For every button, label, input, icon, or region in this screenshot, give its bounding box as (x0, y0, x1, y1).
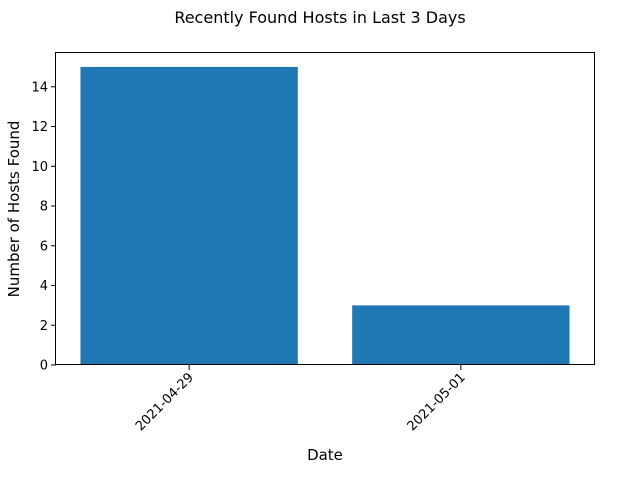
x-tick-label: 2021-05-01 (405, 370, 469, 434)
x-tick-label: 2021-04-29 (133, 370, 197, 434)
y-axis: 0 2 4 6 8 10 12 14 (31, 80, 56, 374)
y-tick-label: 0 (40, 359, 48, 374)
x-axis-label: Date (307, 446, 343, 464)
y-axis-label: Number of Hosts Found (5, 121, 23, 298)
bar-2021-05-01 (352, 305, 570, 365)
y-tick-label: 10 (31, 160, 48, 175)
x-axis: 2021-04-29 2021-05-01 (133, 365, 469, 434)
plot-frame (55, 52, 595, 365)
y-tick-label: 14 (31, 80, 48, 95)
bars-group (80, 66, 570, 366)
y-tick-label: 12 (31, 120, 48, 135)
y-tick-label: 2 (40, 319, 48, 334)
y-tick-label: 6 (40, 239, 48, 254)
chart-title: Recently Found Hosts in Last 3 Days (174, 8, 465, 27)
y-tick-label: 8 (40, 200, 48, 215)
y-tick-label: 4 (40, 279, 48, 294)
bar-2021-04-29 (80, 66, 298, 366)
